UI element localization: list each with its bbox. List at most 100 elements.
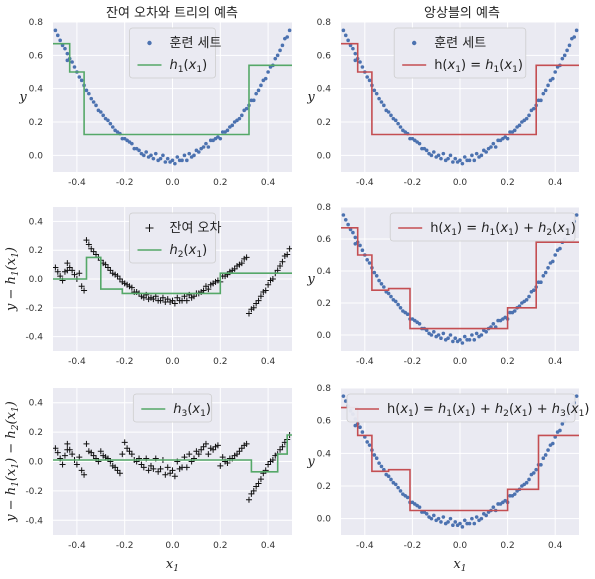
data-point — [245, 310, 252, 317]
data-point — [560, 56, 565, 61]
data-point — [377, 278, 381, 283]
x-tick-label: -0.2 — [404, 178, 422, 188]
data-point — [367, 261, 372, 265]
data-point — [436, 516, 441, 521]
data-point — [448, 153, 453, 158]
plot-content — [53, 432, 292, 503]
x-tick-label: 0.4 — [261, 541, 276, 551]
data-point — [70, 60, 74, 64]
x-tick-label: 0.4 — [548, 178, 563, 188]
legend-label: 훈련 세트 — [170, 36, 222, 51]
y-tick-label: 0.2 — [317, 482, 331, 492]
y-tick-label: -0.4 — [25, 333, 43, 343]
data-point — [429, 153, 434, 158]
data-point — [432, 150, 436, 154]
data-point — [358, 60, 362, 64]
data-point — [186, 451, 193, 458]
data-point — [116, 470, 123, 477]
y-axis-label: y — [306, 455, 315, 470]
data-point — [512, 128, 517, 133]
legend-label: 훈련 세트 — [434, 36, 486, 51]
data-point — [97, 448, 104, 455]
data-point — [512, 492, 517, 496]
data-point — [365, 440, 369, 444]
data-point — [225, 128, 230, 133]
data-point — [145, 467, 152, 474]
y-tick-label: 0.0 — [29, 275, 44, 285]
data-point — [64, 446, 71, 453]
legend-plus-marker — [145, 224, 154, 232]
plot-content — [53, 28, 292, 166]
data-point — [512, 309, 517, 313]
legend-label: h1​(x1​) — [170, 58, 208, 75]
data-point — [61, 452, 68, 459]
data-point — [484, 513, 488, 518]
legend-label: h(x1​) = h1​(x1​) — [434, 58, 523, 75]
x-tick-label: -0.4 — [356, 357, 374, 367]
chart-panel-3: -0.4 -0.2 0.0 0.2 0.4 -0.4 -0.2 0.0 0.2 0.4 y − h1… — [4, 207, 292, 367]
data-point — [446, 520, 450, 524]
data-point — [351, 46, 355, 51]
data-point — [543, 453, 548, 457]
y-tick-label: 0.2 — [29, 428, 43, 438]
y-axis-label: y − h1​(x1​) − h2​(x1​) — [4, 401, 21, 523]
data-point — [81, 471, 88, 478]
data-point — [541, 91, 546, 96]
y-axis-label: y — [306, 272, 315, 287]
x-tick-label: 0.4 — [548, 357, 563, 367]
data-point — [158, 156, 163, 161]
data-point — [398, 489, 403, 493]
y-tick-label: 0.0 — [317, 515, 332, 525]
plot-content — [53, 237, 292, 317]
y-tick-label: 0.4 — [29, 399, 44, 409]
y-tick-label: 0.4 — [317, 85, 332, 95]
data-point — [206, 145, 211, 149]
data-point — [54, 268, 61, 275]
data-point — [398, 306, 403, 310]
data-point — [386, 110, 391, 114]
data-point — [280, 43, 285, 48]
data-point — [377, 96, 381, 101]
data-point — [245, 496, 252, 503]
y-tick-label: 0.0 — [29, 151, 44, 161]
data-point — [341, 213, 346, 217]
y-tick-label: 0.2 — [317, 299, 331, 309]
data-point — [453, 336, 458, 341]
data-point — [386, 474, 391, 479]
data-point — [130, 141, 134, 146]
y-tick-label: 0.6 — [317, 51, 332, 61]
data-point — [346, 38, 350, 43]
data-point — [558, 428, 562, 433]
data-point — [279, 443, 286, 450]
data-point — [543, 270, 548, 275]
legend-box — [389, 212, 576, 242]
data-point — [565, 48, 569, 53]
data-point — [142, 153, 146, 158]
data-point — [278, 48, 282, 53]
data-point — [374, 274, 379, 278]
legend-dot-marker — [412, 40, 417, 46]
data-point — [398, 125, 403, 129]
data-point — [572, 35, 577, 39]
data-point — [405, 312, 410, 317]
data-point — [567, 43, 572, 48]
x-tick-label: -0.4 — [68, 357, 86, 367]
data-point — [64, 440, 71, 447]
data-point — [462, 155, 467, 159]
data-point — [458, 521, 462, 526]
data-point — [55, 33, 60, 38]
data-point — [382, 103, 386, 108]
data-point — [562, 53, 567, 58]
data-point — [183, 464, 190, 471]
data-point — [185, 158, 189, 163]
data-point — [266, 70, 270, 74]
x-tick-label: -0.4 — [356, 178, 374, 188]
data-point — [171, 473, 178, 480]
data-point — [372, 88, 377, 93]
data-point — [346, 222, 350, 227]
data-point — [451, 160, 455, 164]
data-point — [161, 153, 165, 158]
y-tick-label: -0.2 — [25, 304, 43, 314]
data-point — [446, 336, 450, 341]
data-point — [389, 477, 393, 482]
